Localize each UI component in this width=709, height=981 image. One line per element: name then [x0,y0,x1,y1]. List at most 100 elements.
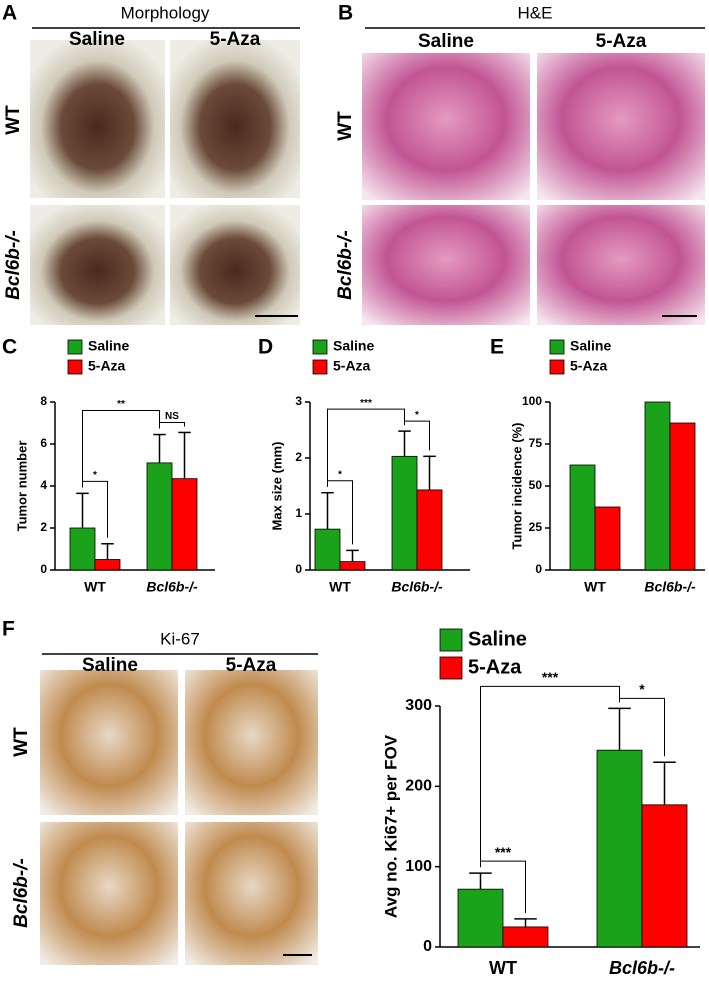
significance-label: * [415,410,419,421]
y-axis-label: Tumor number [14,441,29,532]
legend-label: Saline [88,338,129,354]
bar [339,561,366,571]
significance-label: * [338,469,342,480]
significance-bracket [159,421,185,429]
panel-letter: E [490,336,504,359]
legend-swatch [439,628,463,652]
image [537,205,705,325]
significance-bracket [619,697,665,757]
y-tick-label: 75 [529,436,543,450]
significance-label: *** [495,844,512,860]
bar [94,559,121,571]
significance-label: *** [542,669,559,685]
bar [594,506,621,571]
y-tick-label: 0 [40,562,47,576]
row-label: WT [11,727,32,757]
image [40,670,178,815]
x-tick-label: Bcl6b-/- [644,579,696,595]
bar [416,489,443,571]
x-tick-label: WT [489,958,517,978]
bar [644,401,671,571]
legend-swatch [67,359,83,375]
y-tick-label: 8 [40,394,47,408]
image [170,205,300,325]
y-tick-label: 3 [295,394,302,408]
bar [146,462,173,571]
y-axis-label: Tumor incidence (%) [509,423,524,550]
column-label: 5-Aza [210,29,261,50]
x-tick-label: Bcl6b-/- [391,579,443,595]
significance-bracket [404,420,430,451]
column-label: Saline [69,29,125,50]
legend-label: Saline [333,338,374,354]
panel-letter: C [2,336,17,359]
image [40,822,178,965]
legend-swatch [312,359,328,375]
significance-label: NS [165,411,179,422]
panel-title: Ki-67 [160,629,200,648]
legend-swatch [549,339,565,355]
panel-a: A Morphology Saline 5-Aza WT Bcl6b-/- [2,2,300,325]
bar [171,478,198,571]
significance-label: *** [360,398,372,409]
significance-label: ** [117,399,125,410]
y-axis-label: Avg no. Ki67+ per FOV [381,734,400,918]
significance-label: * [93,470,97,481]
image [30,40,165,198]
legend-label: Saline [468,628,527,650]
y-tick-label: 1 [295,506,302,520]
x-tick-label: WT [84,579,106,595]
x-tick-label: Bcl6b-/- [609,958,675,978]
panel-title: Morphology [121,3,210,22]
image [30,205,165,325]
panel-letter: D [258,336,273,359]
legend-swatch [67,339,83,355]
panel-b: B H&E Saline 5-Aza WT Bcl6b-/- [335,2,705,325]
bar [669,422,696,571]
y-tick-label: 4 [40,478,47,492]
bar [502,926,549,948]
significance-bracket [327,408,405,487]
row-label: Bcl6b-/- [11,858,32,928]
legend-swatch [312,339,328,355]
y-tick-label: 6 [40,436,47,450]
legend-label: Saline [570,338,611,354]
row-label: Bcl6b-/- [335,230,356,300]
y-tick-label: 25 [529,520,543,534]
image [185,822,318,965]
bar [391,455,418,571]
significance-bracket [480,685,620,868]
significance-bracket [82,409,160,488]
bar [641,804,688,948]
y-tick-label: 2 [40,520,47,534]
panel-letter: A [2,2,17,25]
y-tick-label: 0 [535,562,542,576]
legend-label: 5-Aza [570,358,608,374]
y-tick-label: 50 [529,478,543,492]
column-label: 5-Aza [226,655,277,676]
bar [596,749,643,948]
bar [314,528,341,571]
bar [69,527,96,571]
column-label: Saline [82,655,138,676]
image [362,53,530,200]
bar [569,464,596,571]
image [185,670,318,815]
legend-swatch [439,656,463,680]
y-tick-label: 2 [295,450,302,464]
column-label: Saline [418,31,474,52]
y-tick-label: 200 [405,778,432,795]
panel-letter: B [338,2,353,25]
row-label: WT [3,105,24,135]
column-label: 5-Aza [596,31,647,52]
y-tick-label: 300 [405,697,432,714]
y-tick-label: 0 [423,938,432,955]
legend-label: 5-Aza [468,656,522,678]
x-tick-label: Bcl6b-/- [146,579,198,595]
panel-letter: F [2,618,15,641]
panel-title: H&E [518,3,553,22]
row-label: WT [335,111,356,141]
bar [457,888,504,948]
image [170,40,300,198]
